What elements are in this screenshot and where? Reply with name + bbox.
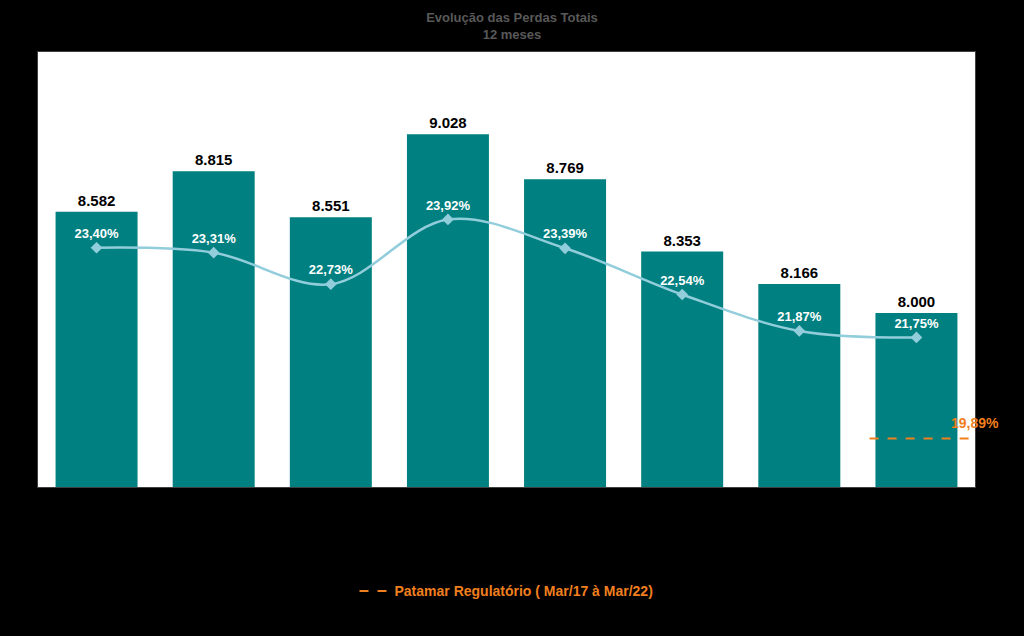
svg-text:8.582: 8.582 (78, 192, 116, 209)
svg-text:Evolução das Perdas Totais12 m: Evolução das Perdas Totais12 meses (426, 10, 598, 42)
svg-text:22,54%: 22,54% (660, 273, 705, 288)
svg-text:23,31%: 23,31% (192, 231, 237, 246)
svg-text:8.353: 8.353 (663, 232, 701, 249)
svg-text:21,75%: 21,75% (894, 316, 939, 331)
svg-text:23,92%: 23,92% (426, 198, 471, 213)
svg-text:23,39%: 23,39% (543, 226, 588, 241)
svg-text:Patamar Regulatório ( Mar/17 à: Patamar Regulatório ( Mar/17 à Mar/22) (395, 583, 653, 599)
svg-text:21,87%: 21,87% (777, 309, 822, 324)
svg-text:8.166: 8.166 (781, 264, 819, 281)
svg-text:8.769: 8.769 (546, 159, 584, 176)
svg-text:8.551: 8.551 (312, 197, 350, 214)
svg-text:22,73%: 22,73% (309, 262, 354, 277)
svg-text:19,89%: 19,89% (951, 415, 999, 431)
svg-text:23,40%: 23,40% (75, 226, 120, 241)
svg-text:8.815: 8.815 (195, 151, 233, 168)
svg-text:8.000: 8.000 (898, 293, 936, 310)
svg-text:9.028: 9.028 (429, 114, 467, 131)
